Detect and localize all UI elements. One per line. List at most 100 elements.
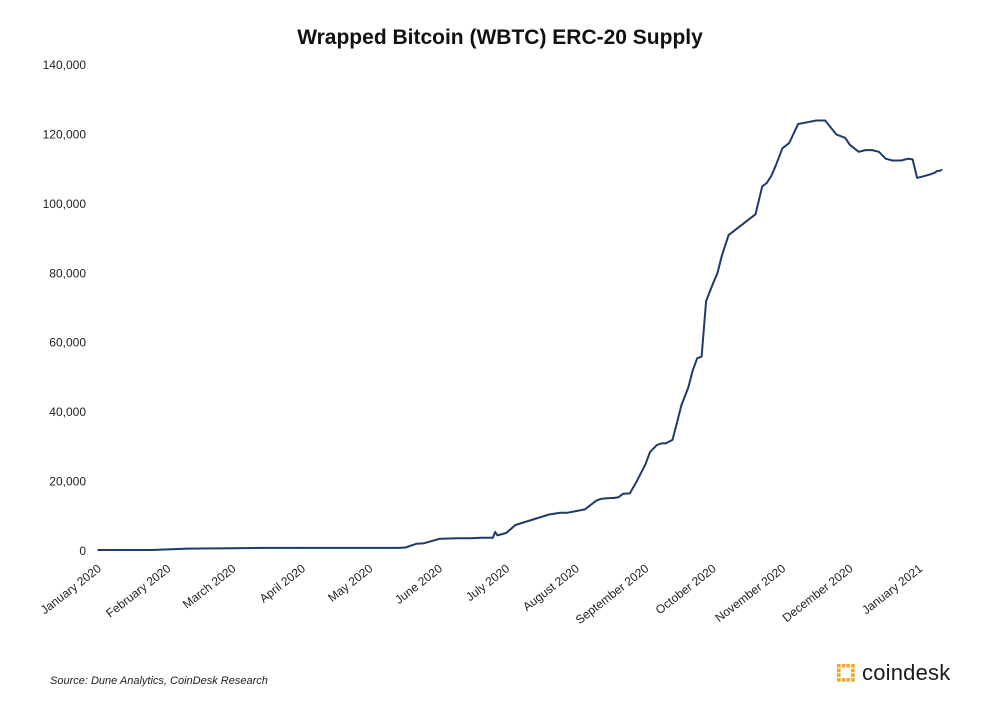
data-point: [496, 534, 499, 537]
data-point: [788, 142, 790, 144]
data-point: [940, 169, 943, 171]
data-point: [732, 230, 734, 233]
series-line: [98, 119, 943, 551]
data-point: [705, 300, 707, 302]
data-point: [900, 159, 903, 162]
data-point: [864, 149, 867, 151]
x-tick-label: April 2020: [257, 561, 308, 606]
x-tick-label: August 2020: [520, 561, 582, 614]
logo-square: [846, 664, 850, 668]
y-tick-label: 120,000: [43, 127, 87, 141]
y-tick-label: 60,000: [49, 336, 86, 350]
data-point: [332, 547, 335, 549]
logo-square: [851, 678, 855, 682]
data-point: [765, 182, 768, 184]
data-point: [743, 222, 746, 224]
series-group: [97, 119, 943, 551]
data-point: [613, 497, 615, 499]
data-point: [916, 177, 918, 179]
data-point: [505, 532, 508, 534]
data-point: [404, 546, 407, 549]
x-tick-label: January 2020: [38, 561, 104, 617]
data-point: [480, 537, 483, 539]
y-tick-label: 140,000: [43, 58, 87, 72]
data-point: [660, 442, 663, 445]
y-axis-ticks: 0 20,000 40,000 60,000 80,000 100,000 120,000 1…: [43, 58, 87, 558]
data-point: [676, 421, 678, 424]
data-point: [397, 547, 400, 549]
data-point: [97, 549, 99, 551]
logo-square: [851, 664, 855, 668]
data-point: [422, 542, 425, 545]
x-tick-label: March 2020: [180, 561, 239, 611]
data-point: [700, 355, 703, 358]
logo-square: [837, 673, 841, 677]
data-point: [622, 492, 624, 495]
data-point: [537, 517, 539, 519]
x-tick-label: November 2020: [712, 561, 788, 625]
data-point: [712, 282, 714, 285]
data-point: [644, 463, 647, 466]
y-tick-label: 0: [79, 544, 86, 558]
x-tick-label: December 2020: [780, 561, 856, 625]
data-point: [680, 404, 683, 407]
data-point: [781, 147, 784, 150]
y-tick-label: 100,000: [43, 197, 87, 211]
coindesk-logo: coindesk: [836, 660, 950, 686]
data-point: [525, 520, 528, 523]
data-point: [263, 547, 265, 549]
data-point: [891, 159, 894, 162]
data-point: [635, 480, 638, 483]
data-point: [750, 216, 752, 219]
data-point: [936, 170, 939, 172]
data-point: [671, 439, 674, 441]
data-point: [548, 513, 550, 516]
data-point: [649, 451, 651, 453]
data-point: [884, 157, 887, 160]
logo-square: [851, 673, 855, 677]
coindesk-logo-text: coindesk: [862, 660, 951, 685]
coindesk-logo-icon: [837, 664, 855, 682]
data-point: [774, 164, 777, 167]
y-tick-label: 80,000: [49, 266, 86, 280]
data-point: [458, 537, 461, 539]
data-point: [438, 538, 440, 540]
data-point: [469, 537, 472, 539]
logo-square: [837, 668, 841, 673]
data-point: [575, 510, 577, 512]
data-point: [301, 547, 304, 549]
data-point: [584, 508, 586, 511]
logo-square: [841, 664, 846, 668]
data-point: [878, 150, 880, 153]
data-point: [617, 496, 620, 498]
y-tick-label: 20,000: [49, 475, 86, 489]
data-point: [606, 497, 609, 500]
data-point: [806, 121, 808, 124]
data-point: [186, 547, 189, 550]
data-point: [857, 150, 860, 153]
data-point: [691, 369, 694, 372]
data-point: [929, 173, 932, 176]
data-point: [815, 119, 817, 122]
logo-square: [846, 678, 850, 682]
x-tick-label: May 2020: [325, 561, 375, 605]
data-point: [494, 531, 496, 533]
data-point: [938, 170, 941, 172]
data-point: [907, 157, 909, 160]
data-point: [629, 492, 631, 495]
data-point: [447, 537, 449, 540]
data-point: [770, 175, 773, 177]
x-tick-label: July 2020: [463, 561, 512, 604]
logo-square: [851, 668, 855, 673]
data-point: [388, 547, 391, 549]
data-point: [231, 547, 234, 550]
data-point: [599, 498, 602, 500]
data-point: [368, 547, 371, 549]
x-tick-label: October 2020: [653, 561, 719, 617]
x-tick-label: September 2020: [573, 561, 652, 627]
data-point: [844, 137, 847, 139]
logo-square: [841, 678, 846, 682]
data-point: [797, 123, 799, 125]
data-point: [492, 537, 494, 539]
